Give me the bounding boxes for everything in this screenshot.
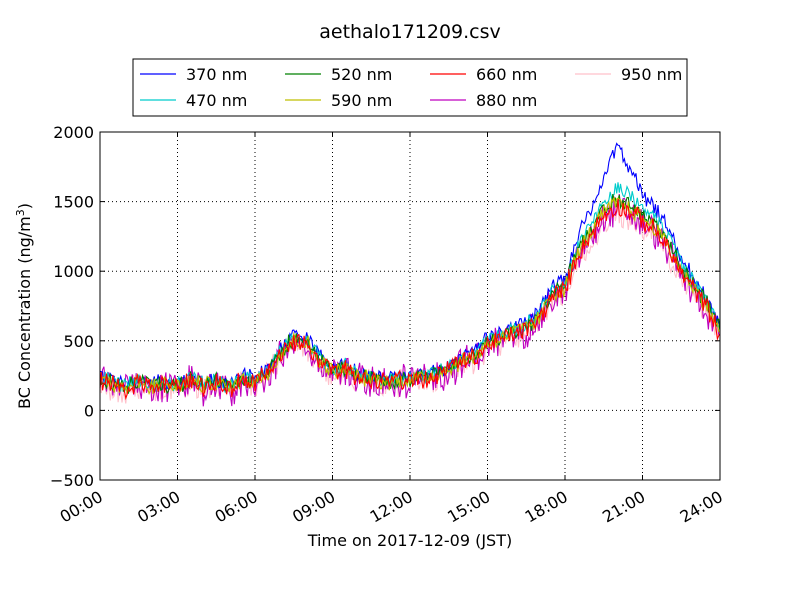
- y-tick-label: 1000: [53, 262, 94, 281]
- y-axis-label-main: BC Concentration (ng/m: [15, 216, 34, 409]
- y-axis-label: BC Concentration (ng/m3): [14, 203, 34, 409]
- legend: 370 nm 470 nm 520 nm 590 nm 660 nm 880 nm 950 …: [132, 58, 688, 117]
- legend-box: [132, 58, 688, 117]
- x-axis-label: Time on 2017-12-09 (JST): [307, 531, 512, 550]
- y-axis-label-close: ): [15, 203, 34, 209]
- y-tick-label: 500: [63, 332, 94, 351]
- series-line-470-nm: [99, 182, 721, 393]
- y-tick-labels: −500 0 500 1000 1500 2000: [50, 123, 94, 490]
- y-tick-label: −500: [50, 471, 94, 490]
- legend-label: 520 nm: [331, 65, 392, 84]
- y-tick-label: 1500: [53, 193, 94, 212]
- y-tick-label: 0: [84, 401, 94, 420]
- series-line-590-nm: [99, 197, 721, 397]
- legend-label: 880 nm: [476, 91, 537, 110]
- y-tick-label: 2000: [53, 123, 94, 142]
- axis-ticks: [99, 131, 721, 481]
- plot-lines: [99, 142, 721, 407]
- legend-label: 590 nm: [331, 91, 392, 110]
- series-line-660-nm: [99, 199, 721, 401]
- legend-label: 470 nm: [186, 91, 247, 110]
- chart-title: aethalo171209.csv: [319, 21, 501, 43]
- legend-label: 950 nm: [621, 65, 682, 84]
- y-axis-label-superscript: 3: [14, 209, 27, 216]
- legend-label: 660 nm: [476, 65, 537, 84]
- legend-label: 370 nm: [186, 65, 247, 84]
